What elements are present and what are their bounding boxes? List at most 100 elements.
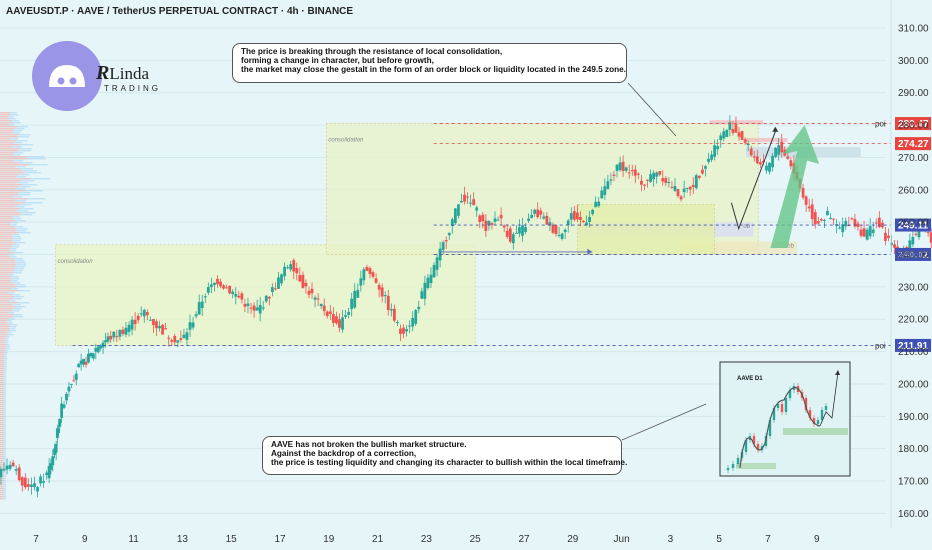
candle-body <box>524 227 527 233</box>
profile-bar <box>0 384 4 386</box>
profile-bar <box>12 308 22 310</box>
profile-bar <box>0 328 10 330</box>
candle-body <box>423 282 427 299</box>
candle-body <box>887 235 890 238</box>
candle-body <box>417 306 421 310</box>
candle-body <box>844 220 848 227</box>
profile-bar <box>0 268 15 270</box>
candle-body <box>57 428 60 434</box>
profile-bar <box>15 264 26 266</box>
profile-bar <box>0 498 4 500</box>
candle-body <box>453 208 457 224</box>
profile-bar <box>0 294 13 296</box>
profile-bar <box>0 206 15 208</box>
profile-bar <box>0 448 4 450</box>
profile-bar <box>0 308 13 310</box>
y-tick-label: 250.00 <box>898 218 929 229</box>
candle-body <box>145 312 149 316</box>
profile-bar <box>3 394 7 396</box>
profile-bar <box>12 304 21 306</box>
candle-body <box>53 448 57 455</box>
profile-bar <box>13 142 23 144</box>
profile-bar <box>3 474 6 476</box>
profile-bar <box>11 246 20 248</box>
candle-body <box>142 309 146 317</box>
candle-body <box>11 462 15 467</box>
profile-bar <box>0 444 4 446</box>
candle-body <box>94 348 98 352</box>
candle-body <box>20 477 24 486</box>
profile-bar <box>0 156 27 158</box>
profile-bar <box>0 130 14 132</box>
callout-top: The price is breaking through the resist… <box>232 43 627 83</box>
profile-bar <box>0 278 12 280</box>
candle-body <box>481 214 485 222</box>
candle-body <box>225 287 229 289</box>
candle-body <box>127 324 131 332</box>
profile-bar <box>8 116 14 118</box>
candle-body <box>359 278 363 286</box>
y-tick-label: 190.00 <box>898 412 929 423</box>
profile-bar <box>9 118 16 120</box>
logo-avatar <box>32 41 102 111</box>
profile-bar <box>11 288 19 290</box>
profile-bar <box>0 154 13 156</box>
x-tick-label: 17 <box>274 534 286 545</box>
candle-body <box>719 135 723 141</box>
profile-bar <box>0 140 17 142</box>
profile-bar <box>9 256 17 258</box>
candle-body <box>79 360 83 365</box>
profile-bar <box>3 460 7 462</box>
candle-body <box>99 345 103 349</box>
profile-bar <box>10 280 18 282</box>
profile-bar <box>13 270 23 272</box>
profile-bar <box>0 454 4 456</box>
profile-bar <box>3 472 6 474</box>
candle-body <box>133 319 137 325</box>
profile-bar <box>0 360 4 362</box>
profile-bar <box>0 370 4 372</box>
logo-name-part2: Linda <box>109 64 149 83</box>
profile-bar <box>0 114 12 116</box>
inset-candle-body <box>726 468 730 470</box>
profile-bar <box>0 386 4 388</box>
candle-body <box>850 218 854 220</box>
profile-bar <box>13 252 23 254</box>
candle-body <box>551 224 555 233</box>
profile-bar <box>0 232 19 234</box>
profile-bar <box>0 234 12 236</box>
profile-bar <box>0 242 16 244</box>
candle-body <box>664 178 668 183</box>
profile-bar <box>0 168 20 170</box>
candle-body <box>338 319 341 328</box>
profile-bar <box>3 420 7 422</box>
profile-bar <box>0 440 4 442</box>
x-tick-label: 13 <box>177 534 189 545</box>
candle-body <box>176 340 180 343</box>
profile-bar <box>0 292 9 294</box>
profile-bar <box>0 354 5 356</box>
profile-bar <box>12 216 21 218</box>
profile-bar <box>3 494 6 496</box>
callout-top-line: The price is breaking through the resist… <box>241 47 503 56</box>
profile-bar <box>11 114 19 116</box>
candle-body <box>774 147 778 157</box>
candle-body <box>161 324 164 335</box>
candle-body <box>646 179 649 181</box>
profile-bar <box>3 458 7 460</box>
profile-bar <box>0 416 4 418</box>
y-tick-label: 160.00 <box>898 509 929 520</box>
profile-bar <box>0 368 5 370</box>
profile-bar <box>3 388 7 390</box>
candle-body <box>191 322 195 328</box>
profile-bar <box>25 190 44 192</box>
profile-bar <box>20 180 35 182</box>
profile-bar <box>3 376 7 378</box>
profile-bar <box>3 402 7 404</box>
candle-body <box>399 328 402 334</box>
profile-bar <box>22 184 38 186</box>
inset-candle-body <box>784 398 788 412</box>
profile-bar <box>0 204 19 206</box>
candle-body <box>26 484 30 487</box>
